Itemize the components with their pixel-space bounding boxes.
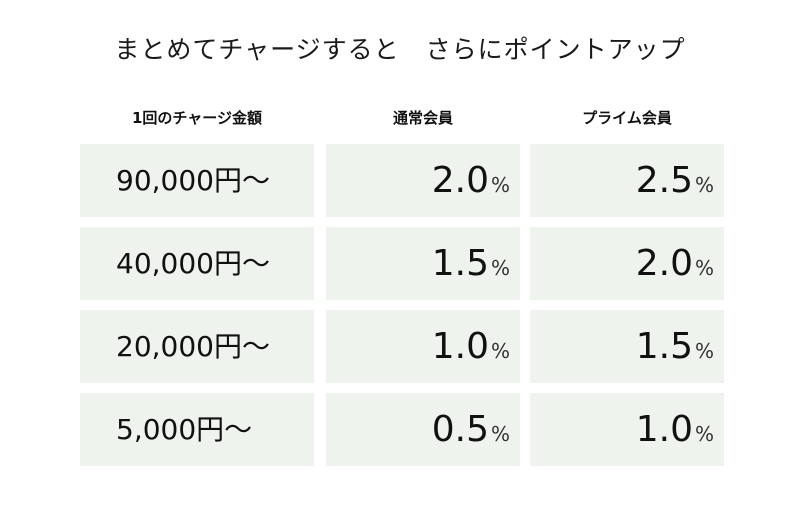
- charge-amount-cell: 90,000円〜: [80, 144, 314, 217]
- percent-sign: %: [694, 422, 714, 446]
- percent-sign: %: [490, 422, 510, 446]
- percent-sign: %: [694, 173, 714, 197]
- regular-rate-value: 0.5: [431, 409, 489, 450]
- regular-rate-value: 1.0: [431, 326, 489, 367]
- regular-rate-value: 2.0: [431, 160, 489, 201]
- prime-rate: 2.5%: [636, 144, 714, 217]
- charge-amount-cell: 40,000円〜: [80, 227, 314, 300]
- regular-rate-cell: 1.5%: [326, 227, 520, 300]
- regular-rate: 0.5%: [432, 393, 510, 466]
- charge-amount-value: 40,000円〜: [116, 247, 270, 280]
- regular-rate: 1.0%: [432, 310, 510, 383]
- charge-amount-cell: 5,000円〜: [80, 393, 314, 466]
- charge-amount-value: 20,000円〜: [116, 330, 270, 363]
- prime-rate-cell: 2.5%: [530, 144, 724, 217]
- regular-rate: 2.0%: [432, 144, 510, 217]
- prime-rate-value: 1.5: [635, 326, 693, 367]
- regular-rate-cell: 0.5%: [326, 393, 520, 466]
- prime-rate-value: 2.5: [635, 160, 693, 201]
- charge-amount-value: 5,000円〜: [116, 413, 253, 446]
- prime-rate-value: 1.0: [635, 409, 693, 450]
- regular-rate-value: 1.5: [431, 243, 489, 284]
- charge-amount-cell: 20,000円〜: [80, 310, 314, 383]
- prime-rate-cell: 1.5%: [530, 310, 724, 383]
- page-title: まとめてチャージすると さらにポイントアップ: [114, 35, 686, 64]
- prime-rate-value: 2.0: [635, 243, 693, 284]
- column-header-regular-member: 通常会員: [392, 109, 453, 127]
- percent-sign: %: [694, 339, 714, 363]
- prime-rate: 2.0%: [636, 227, 714, 300]
- regular-rate: 1.5%: [432, 227, 510, 300]
- percent-sign: %: [490, 339, 510, 363]
- prime-rate-cell: 1.0%: [530, 393, 724, 466]
- regular-rate-cell: 1.0%: [326, 310, 520, 383]
- column-header-charge-amount: 1回のチャージ金額: [132, 109, 262, 127]
- prime-rate: 1.5%: [636, 310, 714, 383]
- percent-sign: %: [694, 256, 714, 280]
- column-header-prime-member: プライム会員: [582, 109, 672, 127]
- prime-rate: 1.0%: [636, 393, 714, 466]
- regular-rate-cell: 2.0%: [326, 144, 520, 217]
- percent-sign: %: [490, 256, 510, 280]
- percent-sign: %: [490, 173, 510, 197]
- charge-amount-value: 90,000円〜: [116, 164, 270, 197]
- prime-rate-cell: 2.0%: [530, 227, 724, 300]
